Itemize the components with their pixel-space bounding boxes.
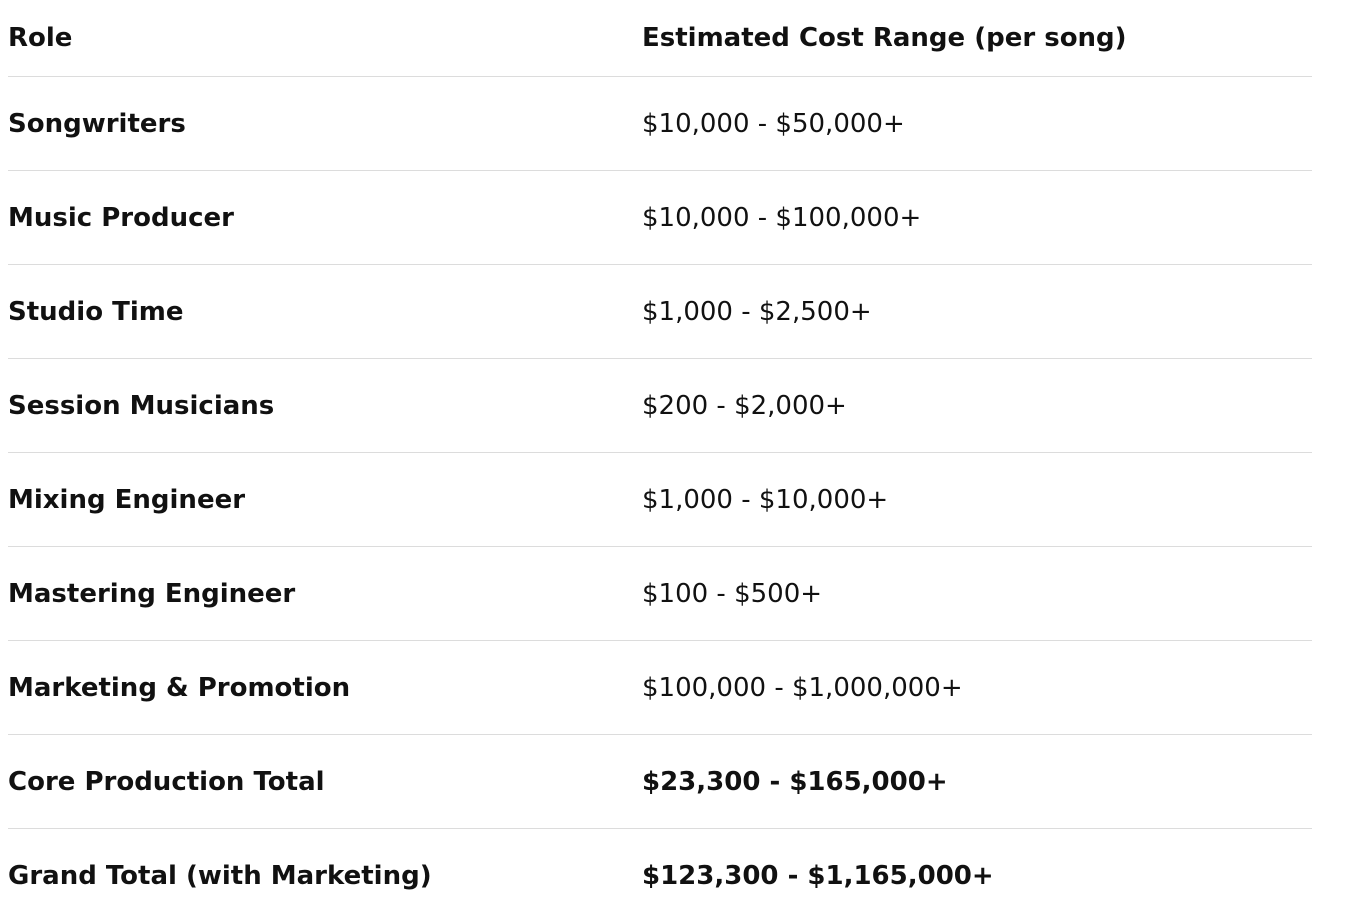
cost-cell: $10,000 - $50,000+: [642, 77, 1312, 171]
cost-cell: $100 - $500+: [642, 547, 1312, 641]
role-cell: Marketing & Promotion: [8, 641, 642, 735]
table-head: Role Estimated Cost Range (per song): [8, 0, 1312, 77]
table-row: Marketing & Promotion$100,000 - $1,000,0…: [8, 641, 1312, 735]
role-cell: Grand Total (with Marketing): [8, 829, 642, 922]
role-cell: Studio Time: [8, 265, 642, 359]
cost-cell: $123,300 - $1,165,000+: [642, 829, 1312, 922]
table-row: Studio Time$1,000 - $2,500+: [8, 265, 1312, 359]
table-row: Music Producer$10,000 - $100,000+: [8, 171, 1312, 265]
table-row: Session Musicians$200 - $2,000+: [8, 359, 1312, 453]
table-body: Songwriters$10,000 - $50,000+Music Produ…: [8, 77, 1312, 922]
header-cell: Role: [8, 0, 642, 77]
cost-cell: $23,300 - $165,000+: [642, 735, 1312, 829]
cost-cell: $100,000 - $1,000,000+: [642, 641, 1312, 735]
cost-cell: $1,000 - $10,000+: [642, 453, 1312, 547]
table-row: Mixing Engineer$1,000 - $10,000+: [8, 453, 1312, 547]
table-row: Mastering Engineer$100 - $500+: [8, 547, 1312, 641]
role-cell: Session Musicians: [8, 359, 642, 453]
cost-cell: $1,000 - $2,500+: [642, 265, 1312, 359]
cost-cell: $10,000 - $100,000+: [642, 171, 1312, 265]
table-row: Grand Total (with Marketing)$123,300 - $…: [8, 829, 1312, 922]
header-cell: Estimated Cost Range (per song): [642, 0, 1312, 77]
role-cell: Core Production Total: [8, 735, 642, 829]
table-row: Core Production Total$23,300 - $165,000+: [8, 735, 1312, 829]
cost-cell: $200 - $2,000+: [642, 359, 1312, 453]
page: Cost table html, body { margin: 0; paddi…: [0, 0, 1368, 902]
role-cell: Songwriters: [8, 77, 642, 171]
cost-table: Role Estimated Cost Range (per song) Son…: [8, 0, 1312, 922]
role-cell: Music Producer: [8, 171, 642, 265]
table-row: Songwriters$10,000 - $50,000+: [8, 77, 1312, 171]
body: {"table": {"header": ["Role", "Estimated…: [0, 0, 1368, 902]
role-cell: Mixing Engineer: [8, 453, 642, 547]
role-cell: Mastering Engineer: [8, 547, 642, 641]
header-row: Role Estimated Cost Range (per song): [8, 0, 1312, 77]
